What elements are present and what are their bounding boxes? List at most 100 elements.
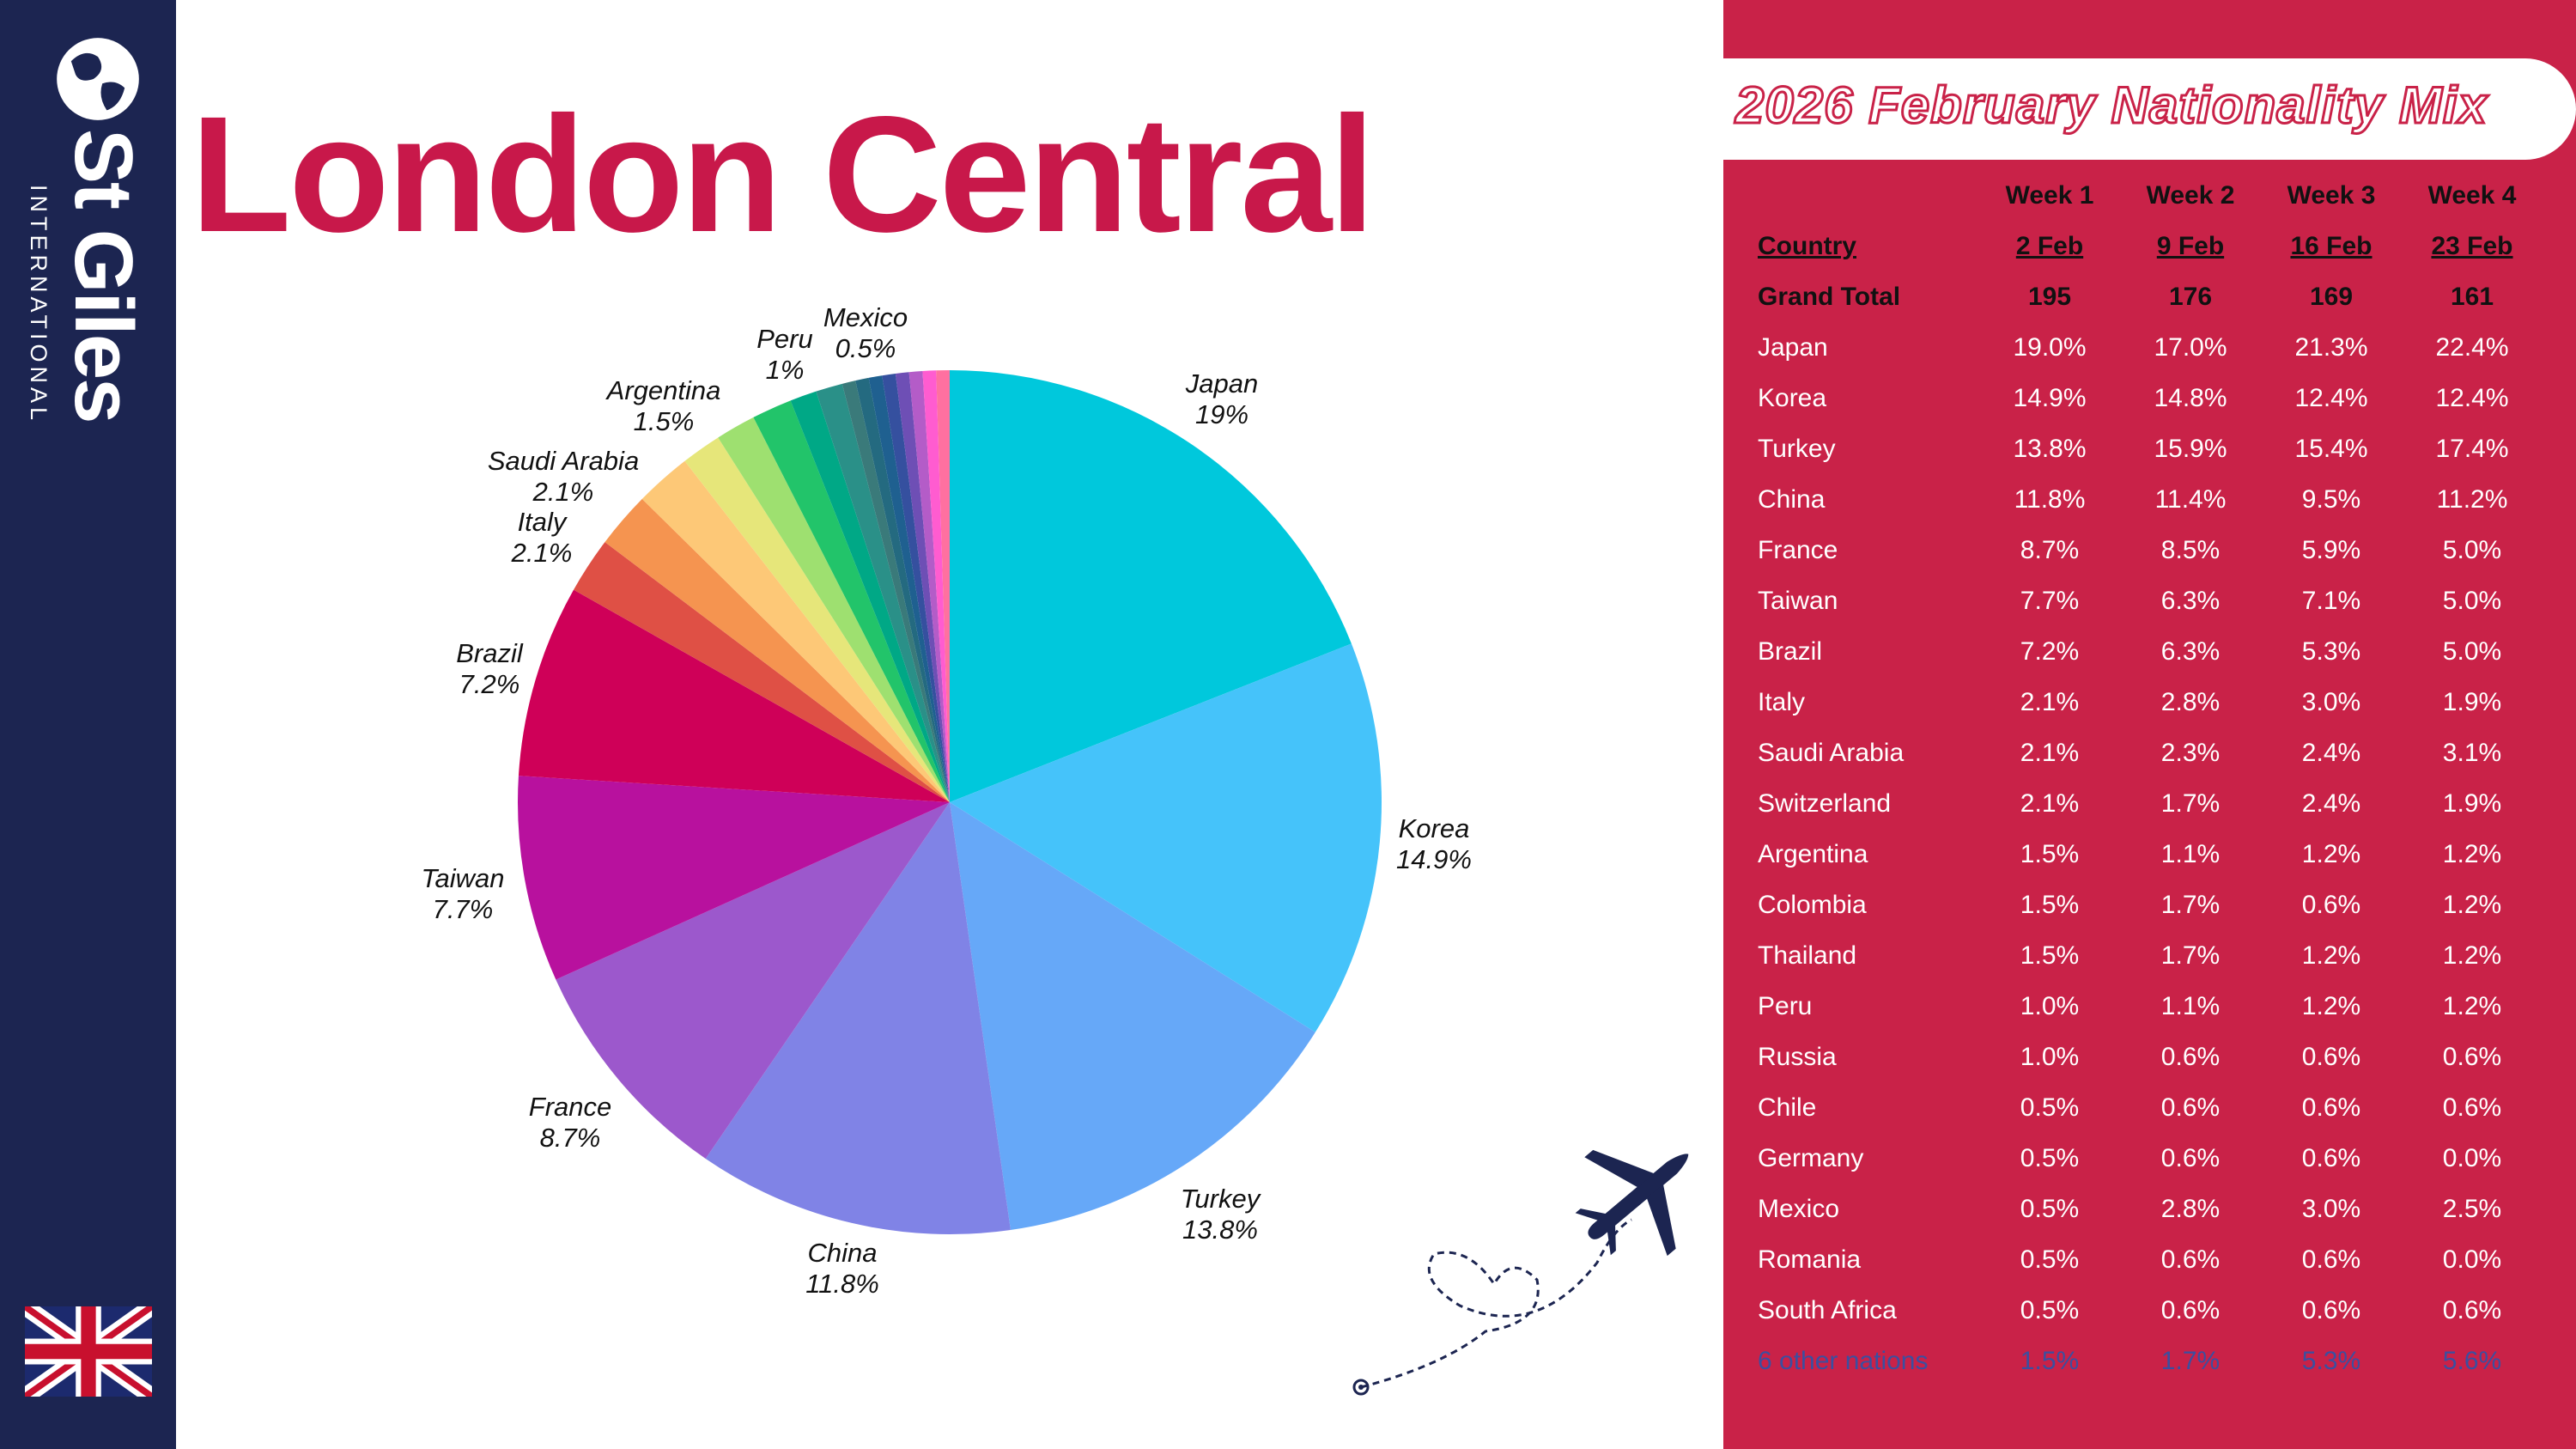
page-title: London Central xyxy=(191,82,1376,266)
value-cell: 5.3% xyxy=(2301,1346,2361,1375)
table-row: Brazil 7.2% 6.3% 5.3% 5.0% xyxy=(1747,626,2543,677)
value-cell: 7.7% xyxy=(2020,586,2080,615)
pie-label-name: Peru xyxy=(756,324,813,354)
total-cell: 161 xyxy=(2450,282,2494,311)
value-cell: 0.6% xyxy=(2160,1042,2221,1071)
value-cell: 14.9% xyxy=(2013,383,2087,412)
pie-slice-colombia xyxy=(718,417,950,802)
pie-label: Italy 2.1% xyxy=(512,507,573,569)
value-cell: 5.3% xyxy=(2301,636,2361,666)
value-cell: 0.6% xyxy=(2442,1093,2502,1122)
pie-slice-germany xyxy=(855,377,950,802)
country-cell: Japan xyxy=(1758,332,1828,362)
value-cell: 1.2% xyxy=(2301,839,2361,868)
start-point-icon xyxy=(1352,1379,1370,1396)
country-cell: Colombia xyxy=(1758,890,1867,919)
date-header: 2 Feb xyxy=(2015,231,2084,260)
value-cell: 0.6% xyxy=(2160,1143,2221,1172)
pie-label-name: Brazil xyxy=(456,638,523,668)
country-cell: Brazil xyxy=(1758,636,1823,666)
pie-label: Peru 1% xyxy=(756,324,812,386)
panel-title: 2026 February Nationality Mix xyxy=(1735,76,2488,136)
value-cell: 12.4% xyxy=(2294,383,2368,412)
pie-label: Turkey 13.8% xyxy=(1181,1184,1260,1245)
country-cell: Mexico xyxy=(1758,1194,1840,1223)
value-cell: 8.7% xyxy=(2020,535,2080,564)
value-cell: 2.1% xyxy=(2020,738,2080,767)
value-cell: 3.0% xyxy=(2301,687,2361,716)
value-cell: 1.5% xyxy=(2020,1346,2080,1375)
uk-flag-icon xyxy=(25,1306,152,1397)
value-cell: 12.4% xyxy=(2435,383,2509,412)
value-cell: 1.7% xyxy=(2160,1346,2221,1375)
value-cell: 0.6% xyxy=(2301,1093,2361,1122)
pie-label-name: Saudi Arabia xyxy=(487,446,640,476)
value-cell: 2.5% xyxy=(2442,1194,2502,1223)
pie-label: France 8.7% xyxy=(529,1092,611,1154)
panel-title-banner: 2026 February Nationality Mix xyxy=(1723,58,2576,160)
value-cell: 1.2% xyxy=(2442,991,2502,1020)
nationality-panel xyxy=(1723,0,2576,1449)
pie-label: Korea 14.9% xyxy=(1396,813,1472,875)
value-cell: 6.3% xyxy=(2160,636,2221,666)
pie-slice-brazil xyxy=(518,589,950,802)
value-cell: 0.5% xyxy=(2020,1295,2080,1324)
pie-label-value: 7.7% xyxy=(432,894,494,924)
value-cell: 5.0% xyxy=(2442,636,2502,666)
other-nations-row: 6 other nations 1.5% 1.7% 5.3% 5.6% xyxy=(1747,1336,2543,1386)
value-cell: 5.6% xyxy=(2442,1346,2502,1375)
value-cell: 1.5% xyxy=(2020,839,2080,868)
value-cell: 5.9% xyxy=(2301,535,2361,564)
week-header: Week 3 xyxy=(2287,180,2376,210)
value-cell: 5.0% xyxy=(2442,535,2502,564)
value-cell: 0.6% xyxy=(2160,1093,2221,1122)
pie-label-value: 0.5% xyxy=(835,333,896,363)
table-row: Peru 1.0% 1.1% 1.2% 1.2% xyxy=(1747,981,2543,1032)
pie-label: Taiwan 7.7% xyxy=(421,863,504,925)
country-cell: Taiwan xyxy=(1758,586,1838,615)
pie-label-name: France xyxy=(528,1092,612,1122)
table-row: Italy 2.1% 2.8% 3.0% 1.9% xyxy=(1747,677,2543,728)
pie-label-name: Mexico xyxy=(823,302,908,332)
table-row: Korea 14.9% 14.8% 12.4% 12.4% xyxy=(1747,373,2543,423)
pie-label-value: 7.2% xyxy=(459,669,520,699)
value-cell: 2.3% xyxy=(2160,738,2221,767)
total-cell: 176 xyxy=(2168,282,2213,311)
table-row: Mexico 0.5% 2.8% 3.0% 2.5% xyxy=(1747,1184,2543,1234)
value-cell: 0.6% xyxy=(2301,890,2361,919)
value-cell: 0.6% xyxy=(2442,1295,2502,1324)
nationality-table: Week 1 Week 2 Week 3 Week 4 Country 2 Fe… xyxy=(1747,170,2543,1386)
value-cell: 1.9% xyxy=(2442,687,2502,716)
value-cell: 14.8% xyxy=(2154,383,2227,412)
pie-label: Mexico 0.5% xyxy=(823,302,908,364)
table-row: Russia 1.0% 0.6% 0.6% 0.6% xyxy=(1747,1032,2543,1082)
value-cell: 8.5% xyxy=(2160,535,2221,564)
country-header: Country xyxy=(1758,231,1856,260)
country-cell: Korea xyxy=(1758,383,1827,412)
value-cell: 1.7% xyxy=(2160,941,2221,970)
value-cell: 0.5% xyxy=(2020,1143,2080,1172)
value-cell: 11.2% xyxy=(2436,484,2508,514)
pie-slice-korea xyxy=(950,643,1382,1032)
total-cell: 169 xyxy=(2309,282,2354,311)
value-cell: 2.8% xyxy=(2160,1194,2221,1223)
pie-label-name: Japan xyxy=(1185,368,1259,399)
table-row: Switzerland 2.1% 1.7% 2.4% 1.9% xyxy=(1747,778,2543,829)
date-header-row: Country 2 Feb 9 Feb 16 Feb 23 Feb xyxy=(1747,221,2543,271)
value-cell: 1.0% xyxy=(2020,991,2080,1020)
pie-label: Argentina 1.5% xyxy=(607,375,721,437)
value-cell: 2.1% xyxy=(2020,788,2080,818)
value-cell: 0.5% xyxy=(2020,1194,2080,1223)
value-cell: 2.8% xyxy=(2160,687,2221,716)
value-cell: 21.3% xyxy=(2294,332,2368,362)
nationality-pie-chart xyxy=(517,370,1382,1235)
value-cell: 1.5% xyxy=(2020,941,2080,970)
value-cell: 1.2% xyxy=(2442,941,2502,970)
value-cell: 1.7% xyxy=(2160,788,2221,818)
table-row: South Africa 0.5% 0.6% 0.6% 0.6% xyxy=(1747,1285,2543,1336)
value-cell: 2.4% xyxy=(2301,788,2361,818)
value-cell: 19.0% xyxy=(2013,332,2087,362)
value-cell: 15.9% xyxy=(2154,434,2227,463)
pie-slice-italy xyxy=(574,542,950,802)
pie-slice-south-africa xyxy=(895,372,950,802)
